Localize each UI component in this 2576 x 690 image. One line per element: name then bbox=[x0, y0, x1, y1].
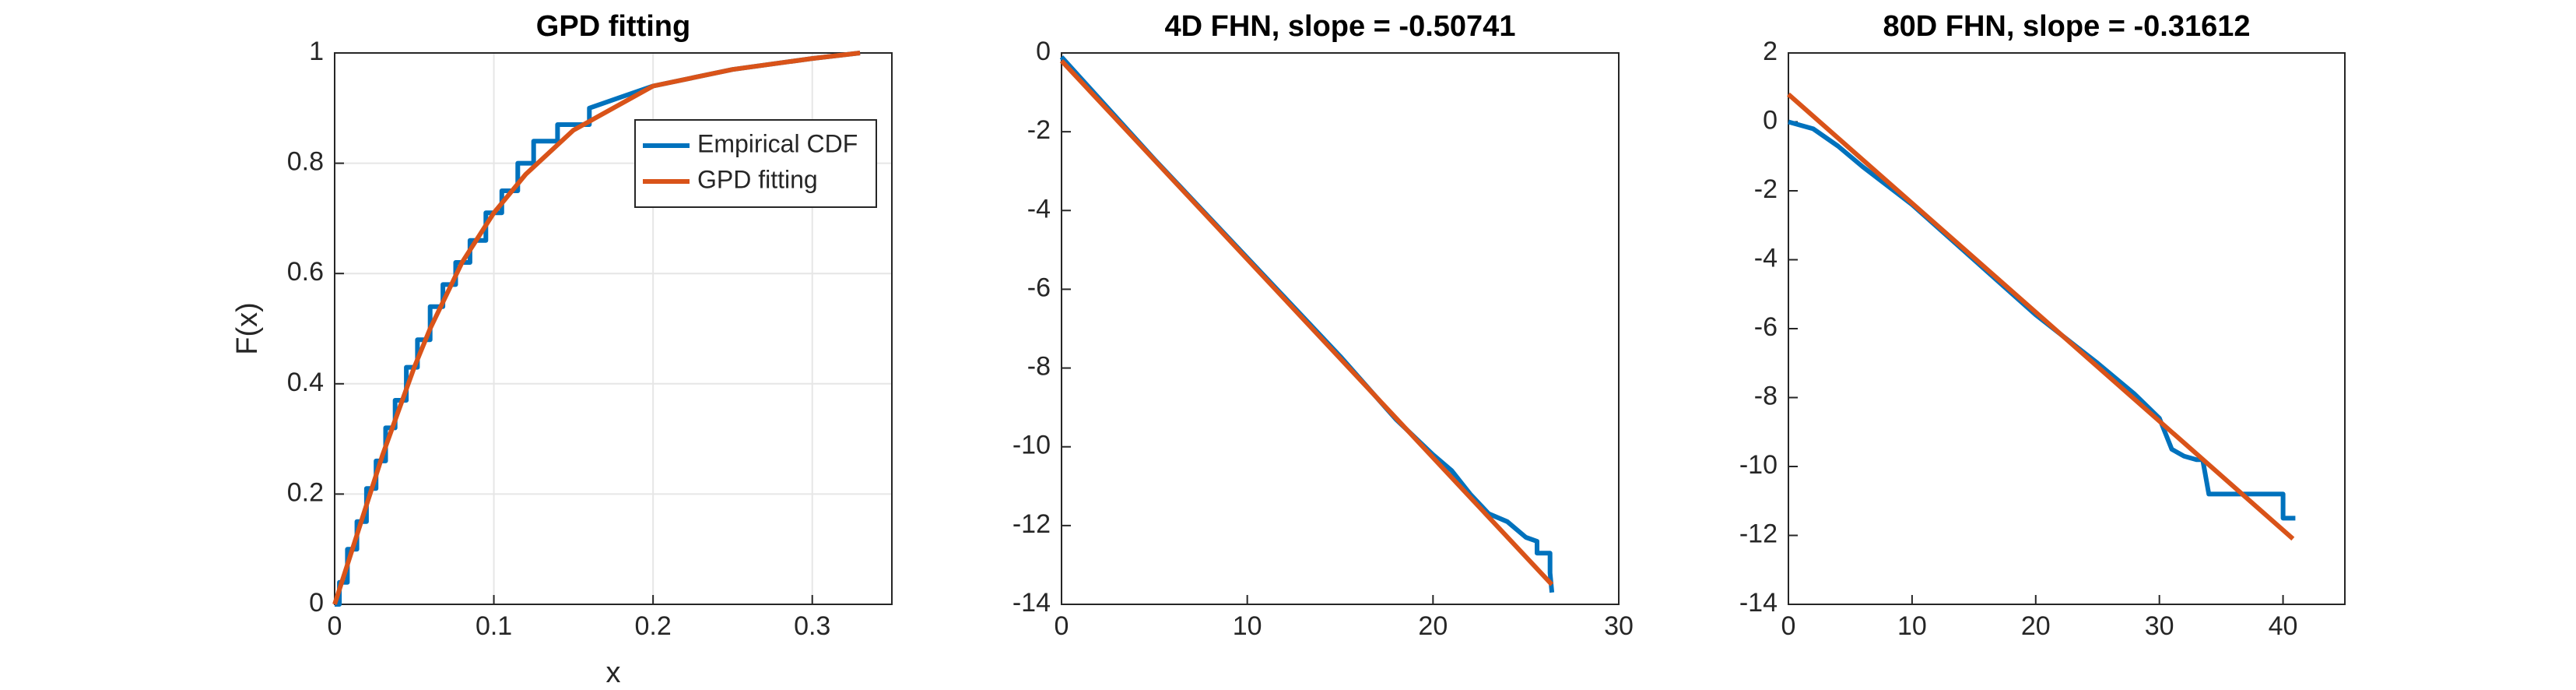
y-tick-label: -14 bbox=[1739, 588, 1778, 618]
y-tick-label: -6 bbox=[1027, 273, 1051, 302]
legend-label: GPD fitting bbox=[697, 165, 818, 193]
y-tick-label: -8 bbox=[1027, 352, 1051, 382]
legend-box bbox=[634, 119, 877, 208]
axes-box bbox=[1061, 52, 1620, 605]
x-tick-label: 20 bbox=[1418, 611, 1448, 641]
y-tick-label: 0.8 bbox=[287, 147, 324, 177]
x-tick-label: 0 bbox=[1781, 611, 1796, 641]
x-tick-label: 30 bbox=[2145, 611, 2174, 641]
y-tick-label: -14 bbox=[1013, 588, 1051, 618]
y-tick-label: 0.4 bbox=[287, 368, 324, 397]
data-line bbox=[1787, 92, 2295, 541]
data-line bbox=[332, 51, 861, 605]
y-tick-label: 0 bbox=[309, 588, 324, 618]
y-axis-label: F(x) bbox=[231, 302, 264, 355]
y-tick-label: -6 bbox=[1754, 312, 1778, 342]
chart-title: GPD fitting bbox=[536, 10, 690, 43]
y-tick-label: -2 bbox=[1027, 115, 1051, 145]
x-tick-label: 20 bbox=[2021, 611, 2051, 641]
y-tick-label: -10 bbox=[1013, 431, 1051, 460]
y-tick-label: 0 bbox=[1763, 105, 1778, 135]
y-tick-label: 0.2 bbox=[287, 477, 324, 507]
x-tick-label: 0.1 bbox=[476, 611, 512, 641]
y-tick-label: -10 bbox=[1739, 450, 1778, 480]
y-tick-label: -12 bbox=[1013, 509, 1051, 539]
x-tick-label: 10 bbox=[1897, 611, 1927, 641]
axes-box bbox=[1788, 52, 2346, 605]
data-line bbox=[335, 51, 861, 607]
legend: Empirical CDF GPD fitting bbox=[634, 119, 877, 208]
x-axis-label: x bbox=[606, 657, 621, 689]
x-tick-label: 40 bbox=[2269, 611, 2298, 641]
y-tick-label: 0 bbox=[1036, 37, 1051, 66]
subplot: 0 10 20 30 40 -14 -12 -10 -8 -6 -4 -2 0 2 80D FHN, slo… bbox=[1739, 10, 2346, 641]
x-tick-label: 0.3 bbox=[794, 611, 830, 641]
y-tick-label: -4 bbox=[1754, 243, 1778, 273]
y-tick-label: -8 bbox=[1754, 381, 1778, 410]
x-tick-label: 0 bbox=[1055, 611, 1069, 641]
y-tick-label: 0.6 bbox=[287, 257, 324, 287]
legend-label: Empirical CDF bbox=[697, 129, 858, 157]
x-tick-label: 0 bbox=[328, 611, 342, 641]
subplot: 0 10 20 30 -14 -12 -10 -8 -6 -4 -2 0 4D FHN, slope =… bbox=[1013, 10, 1634, 641]
y-tick-label: -4 bbox=[1027, 194, 1051, 224]
chart-title: 4D FHN, slope = -0.50741 bbox=[1165, 10, 1516, 43]
y-tick-label: -2 bbox=[1754, 174, 1778, 204]
y-tick-label: 1 bbox=[309, 37, 324, 66]
x-tick-label: 10 bbox=[1233, 611, 1262, 641]
y-tick-label: -12 bbox=[1739, 519, 1778, 548]
x-tick-label: 0.2 bbox=[635, 611, 672, 641]
data-line bbox=[1059, 59, 1554, 586]
subplot: 0 0.1 0.2 0.3 0 0.2 0.4 0.6 0.8 1 GPD fitting x F(x)… bbox=[231, 10, 893, 689]
x-tick-label: 30 bbox=[1604, 611, 1634, 641]
chart-title: 80D FHN, slope = -0.31612 bbox=[1883, 10, 2250, 43]
plot-area bbox=[1062, 53, 1619, 604]
plot-area bbox=[1788, 53, 2345, 604]
axes-box bbox=[334, 52, 893, 605]
y-tick-label: 2 bbox=[1763, 37, 1778, 66]
